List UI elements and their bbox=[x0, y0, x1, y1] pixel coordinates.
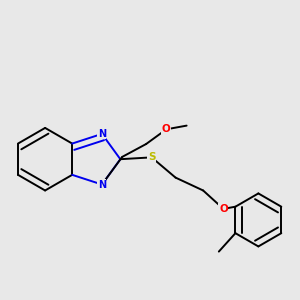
Text: N: N bbox=[98, 179, 106, 190]
Text: S: S bbox=[148, 152, 155, 162]
Text: O: O bbox=[162, 124, 171, 134]
Text: O: O bbox=[219, 204, 228, 214]
Text: N: N bbox=[98, 129, 106, 139]
